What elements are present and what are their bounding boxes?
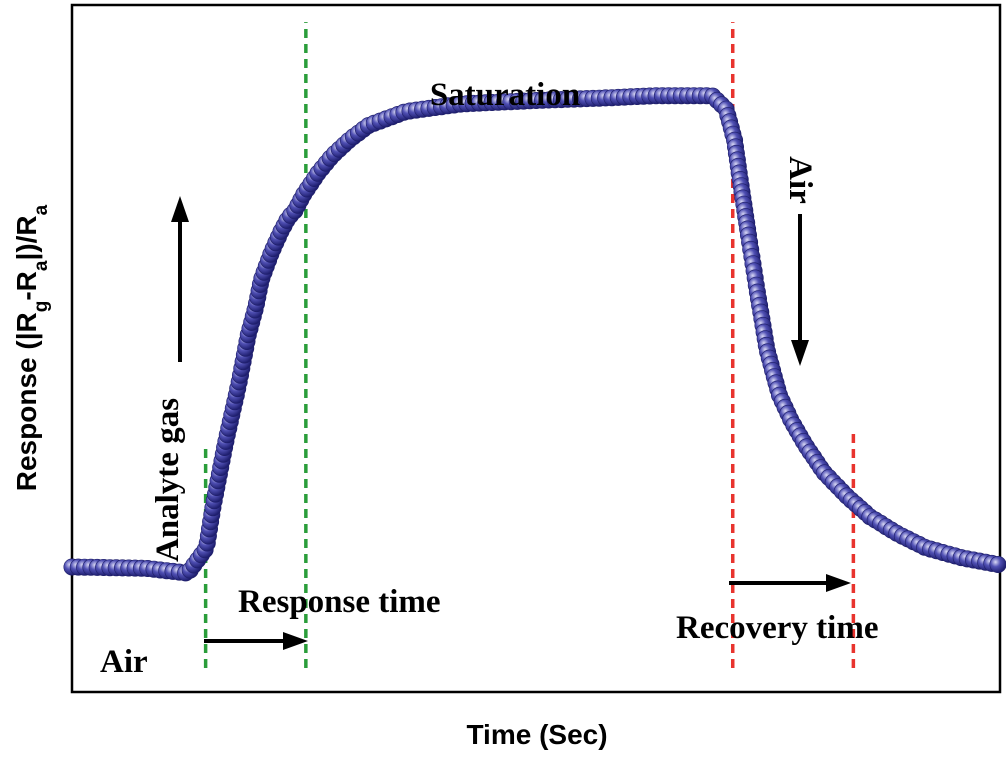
air-label-right: Air bbox=[782, 156, 818, 204]
plot-frame bbox=[70, 3, 1002, 694]
saturation-label: Saturation bbox=[430, 77, 580, 113]
response-time-label: Response time bbox=[238, 584, 441, 620]
air-label-left: Air bbox=[100, 644, 148, 680]
y-axis-label-suffix: |)/R bbox=[11, 215, 42, 260]
y-axis-label-prefix: Response (|R bbox=[11, 312, 42, 491]
analyte-gas-label: Analyte gas bbox=[150, 398, 186, 562]
recovery-time-arrow bbox=[729, 574, 851, 592]
response-time-arrow bbox=[204, 632, 308, 650]
down-arrow bbox=[791, 214, 809, 366]
recovery-time-label: Recovery time bbox=[676, 610, 878, 646]
y-axis-label: Response (|Rg-Ra|)/Ra bbox=[11, 204, 52, 491]
up-arrow bbox=[171, 196, 189, 362]
y-axis-label-sub-g: g bbox=[31, 301, 52, 313]
y-axis-label-sub-a2: a bbox=[31, 204, 52, 215]
x-axis-label: Time (Sec) bbox=[466, 719, 607, 750]
response-curve bbox=[63, 87, 1006, 582]
data-point bbox=[989, 556, 1006, 573]
y-axis-label-sub-a1: a bbox=[31, 260, 52, 271]
y-axis-label-mid: -R bbox=[11, 271, 42, 301]
